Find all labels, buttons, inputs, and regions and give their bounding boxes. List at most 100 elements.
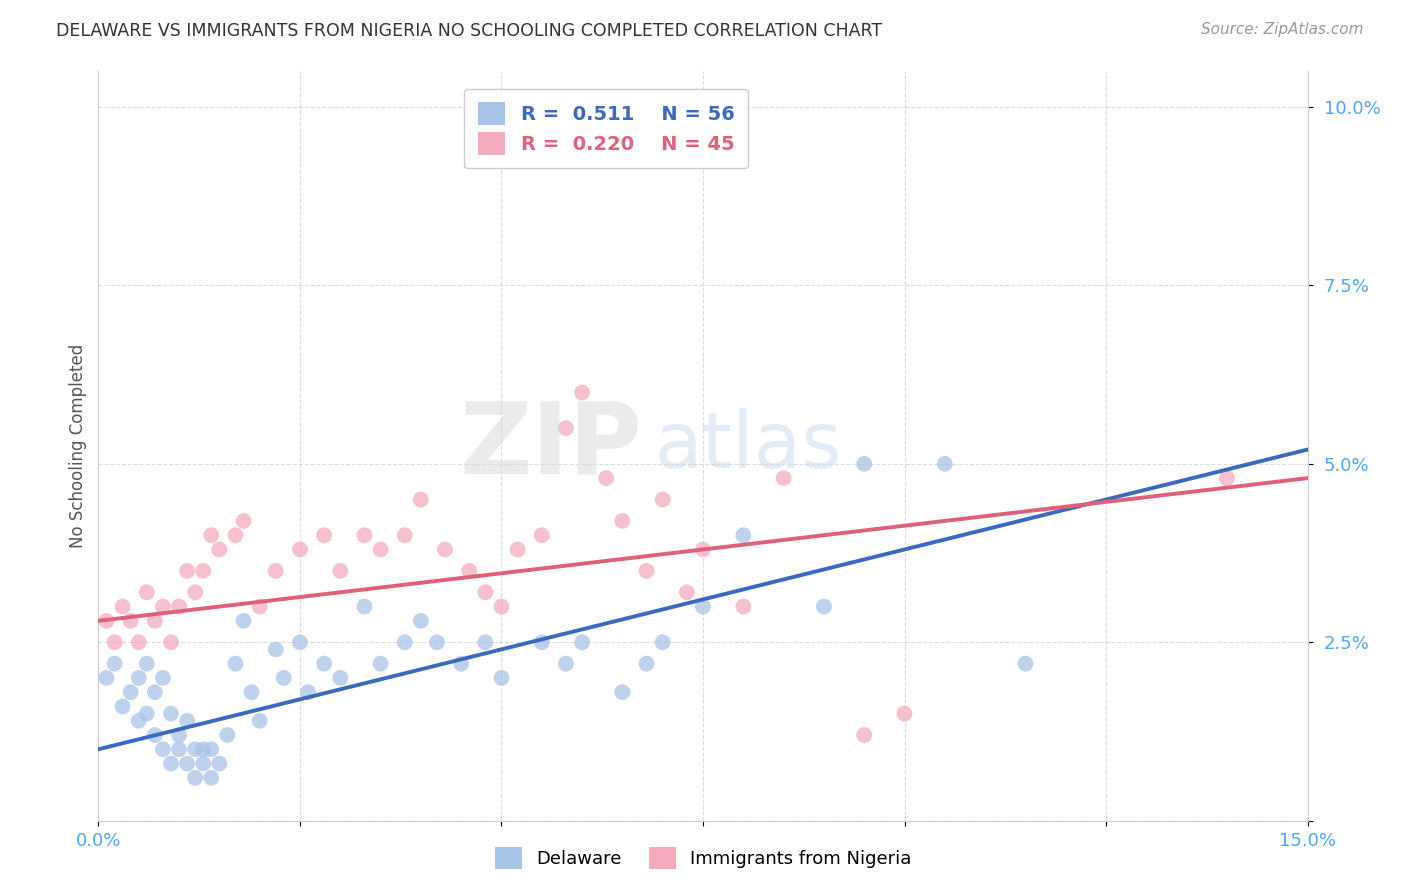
Point: [128, 671, 150, 685]
Point: [329, 671, 352, 685]
Point: [297, 685, 319, 699]
Point: [224, 657, 246, 671]
Point: [152, 742, 174, 756]
Point: [135, 706, 157, 721]
Point: [530, 635, 553, 649]
Point: [160, 635, 183, 649]
Point: [128, 635, 150, 649]
Text: ZIP: ZIP: [460, 398, 643, 494]
Point: [288, 542, 311, 557]
Point: [329, 564, 352, 578]
Y-axis label: No Schooling Completed: No Schooling Completed: [69, 344, 87, 548]
Text: DELAWARE VS IMMIGRANTS FROM NIGERIA NO SCHOOLING COMPLETED CORRELATION CHART: DELAWARE VS IMMIGRANTS FROM NIGERIA NO S…: [56, 22, 883, 40]
Point: [135, 657, 157, 671]
Point: [288, 635, 311, 649]
Point: [217, 728, 239, 742]
Point: [474, 635, 496, 649]
Point: [193, 564, 215, 578]
Point: [103, 635, 125, 649]
Point: [160, 756, 183, 771]
Point: [103, 657, 125, 671]
Point: [1014, 657, 1036, 671]
Point: [458, 564, 481, 578]
Point: [474, 585, 496, 599]
Point: [1216, 471, 1239, 485]
Point: [232, 514, 254, 528]
Point: [167, 599, 190, 614]
Point: [394, 635, 416, 649]
Point: [264, 642, 287, 657]
Point: [555, 421, 578, 435]
Point: [506, 542, 529, 557]
Point: [176, 756, 198, 771]
Point: [273, 671, 295, 685]
Point: [200, 771, 222, 785]
Point: [853, 728, 876, 742]
Point: [96, 614, 118, 628]
Point: [176, 564, 198, 578]
Point: [394, 528, 416, 542]
Point: [651, 635, 673, 649]
Point: [264, 564, 287, 578]
Point: [651, 492, 673, 507]
Point: [370, 657, 392, 671]
Point: [208, 756, 231, 771]
Point: [111, 599, 134, 614]
Point: [184, 771, 207, 785]
Point: [193, 756, 215, 771]
Legend: R =  0.511    N = 56, R =  0.220    N = 45: R = 0.511 N = 56, R = 0.220 N = 45: [464, 88, 748, 169]
Legend: Delaware, Immigrants from Nigeria: Delaware, Immigrants from Nigeria: [485, 838, 921, 879]
Point: [893, 706, 915, 721]
Point: [135, 585, 157, 599]
Point: [314, 528, 336, 542]
Point: [200, 528, 222, 542]
Point: [733, 599, 755, 614]
Point: [353, 528, 375, 542]
Point: [176, 714, 198, 728]
Point: [555, 657, 578, 671]
Text: Source: ZipAtlas.com: Source: ZipAtlas.com: [1201, 22, 1364, 37]
Point: [595, 471, 617, 485]
Point: [128, 714, 150, 728]
Point: [193, 742, 215, 756]
Point: [571, 385, 593, 400]
Point: [853, 457, 876, 471]
Point: [249, 714, 271, 728]
Point: [409, 492, 432, 507]
Point: [120, 685, 142, 699]
Point: [733, 528, 755, 542]
Point: [612, 685, 634, 699]
Point: [636, 657, 658, 671]
Point: [184, 742, 207, 756]
Point: [96, 671, 118, 685]
Point: [434, 542, 457, 557]
Point: [370, 542, 392, 557]
Point: [692, 542, 714, 557]
Point: [491, 671, 513, 685]
Point: [143, 728, 166, 742]
Point: [772, 471, 794, 485]
Point: [111, 699, 134, 714]
Point: [120, 614, 142, 628]
Point: [491, 599, 513, 614]
Point: [143, 614, 166, 628]
Point: [167, 742, 190, 756]
Point: [152, 599, 174, 614]
Point: [240, 685, 263, 699]
Point: [314, 657, 336, 671]
Point: [167, 728, 190, 742]
Point: [143, 685, 166, 699]
Point: [200, 742, 222, 756]
Point: [692, 599, 714, 614]
Point: [934, 457, 956, 471]
Point: [571, 635, 593, 649]
Point: [612, 514, 634, 528]
Point: [426, 635, 449, 649]
Point: [232, 614, 254, 628]
Point: [249, 599, 271, 614]
Point: [409, 614, 432, 628]
Point: [676, 585, 699, 599]
Text: atlas: atlas: [655, 408, 842, 484]
Point: [160, 706, 183, 721]
Point: [152, 671, 174, 685]
